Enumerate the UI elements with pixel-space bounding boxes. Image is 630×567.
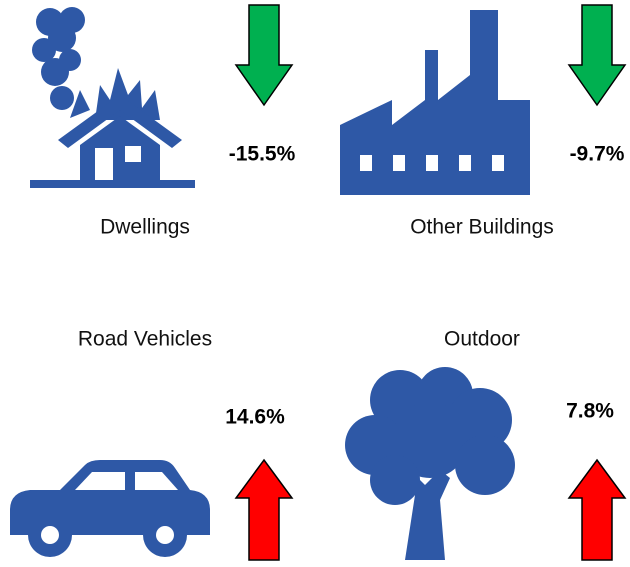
dwelling-fire-icon xyxy=(30,7,195,188)
trend-arrow xyxy=(234,458,294,561)
factory-icon xyxy=(340,10,530,195)
item-label: Outdoor xyxy=(444,328,520,351)
car-details xyxy=(41,472,178,544)
factory-windows xyxy=(360,155,504,171)
item-change: 7.8% xyxy=(566,400,614,423)
item-change: -9.7% xyxy=(570,143,625,166)
item-change: 14.6% xyxy=(225,406,285,429)
trend-arrow xyxy=(567,4,627,107)
trend-arrow xyxy=(567,458,627,561)
items: Dwellings -15.5% Other Buildings -9.7% Road … xyxy=(78,4,627,561)
item-label: Road Vehicles xyxy=(78,328,212,351)
item-change: -15.5% xyxy=(229,143,296,166)
tree-icon xyxy=(345,367,515,560)
trend-arrow xyxy=(234,4,294,107)
item-label: Dwellings xyxy=(100,216,190,239)
item-label: Other Buildings xyxy=(410,216,554,239)
